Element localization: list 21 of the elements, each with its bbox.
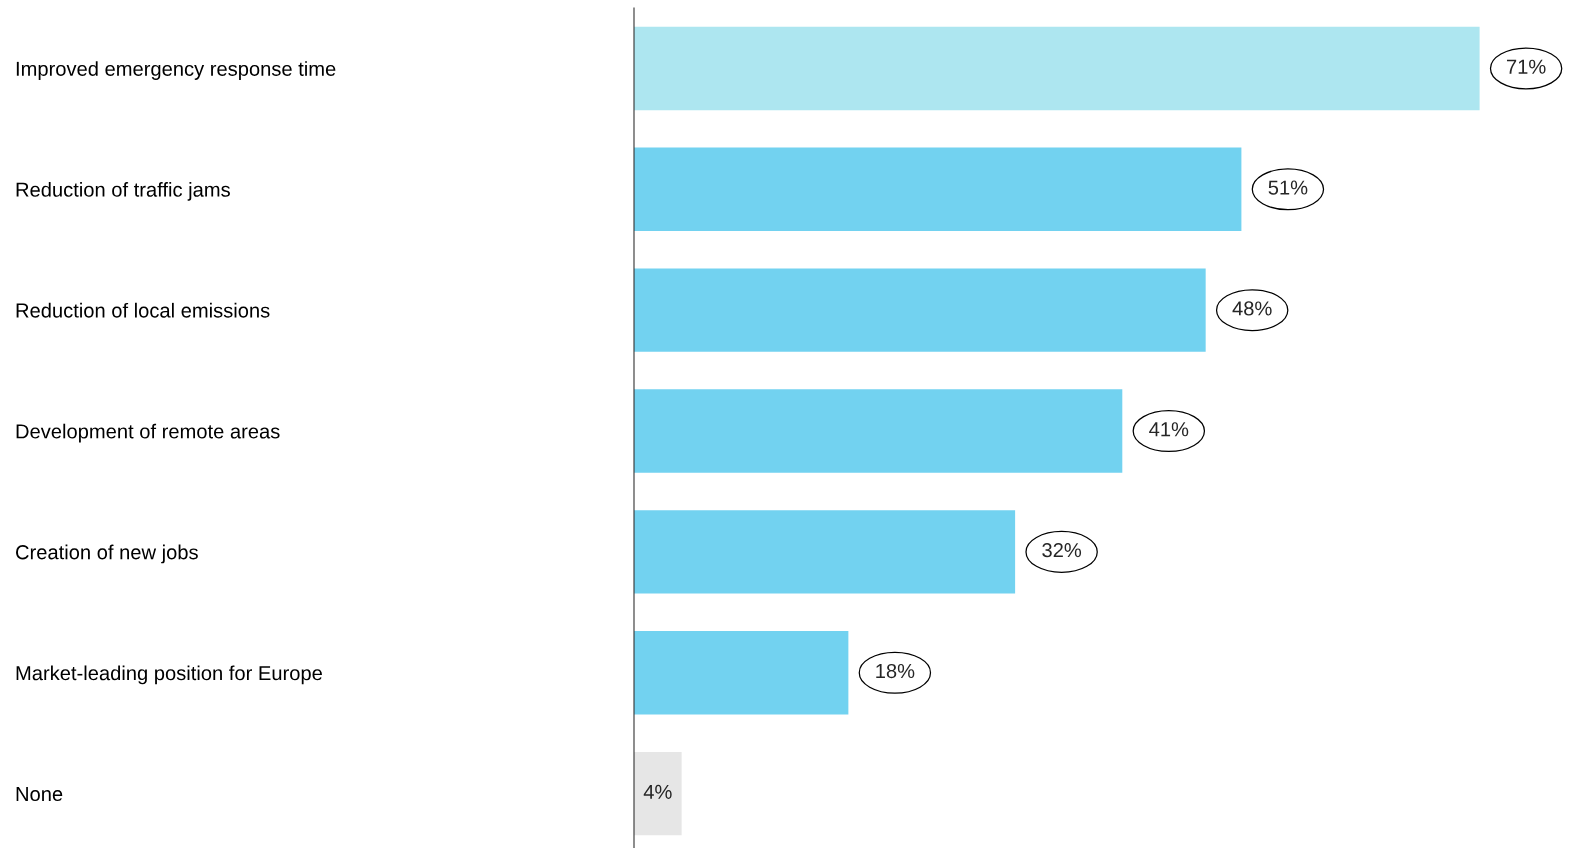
- bar: [634, 26, 1480, 111]
- data-label: 32%: [1042, 543, 1082, 558]
- y-tick-label: Development of remote areas: [16, 423, 280, 443]
- data-label: 41%: [1149, 422, 1189, 437]
- data-label: 71%: [1506, 59, 1546, 74]
- bar: [634, 147, 1242, 231]
- y-tick-label: None: [16, 787, 63, 802]
- y-tick-label: Creation of new jobs: [16, 544, 198, 564]
- data-label: 18%: [876, 663, 915, 679]
- y-tick-label: Improved emergency response time: [16, 61, 336, 80]
- y-tick-label: Reduction of traffic jams: [16, 182, 230, 201]
- y-tick-label: Reduction of local emissions: [16, 302, 270, 318]
- data-label: 4%: [643, 784, 672, 799]
- bar: [634, 510, 1016, 594]
- data-label: 48%: [1232, 301, 1272, 316]
- bar: [634, 268, 1206, 352]
- y-tick-label: Market-leading position for Europe: [16, 665, 322, 685]
- bar: [634, 751, 682, 836]
- bar: [634, 389, 1123, 473]
- data-label: 51%: [1268, 180, 1308, 195]
- bar: [634, 631, 849, 715]
